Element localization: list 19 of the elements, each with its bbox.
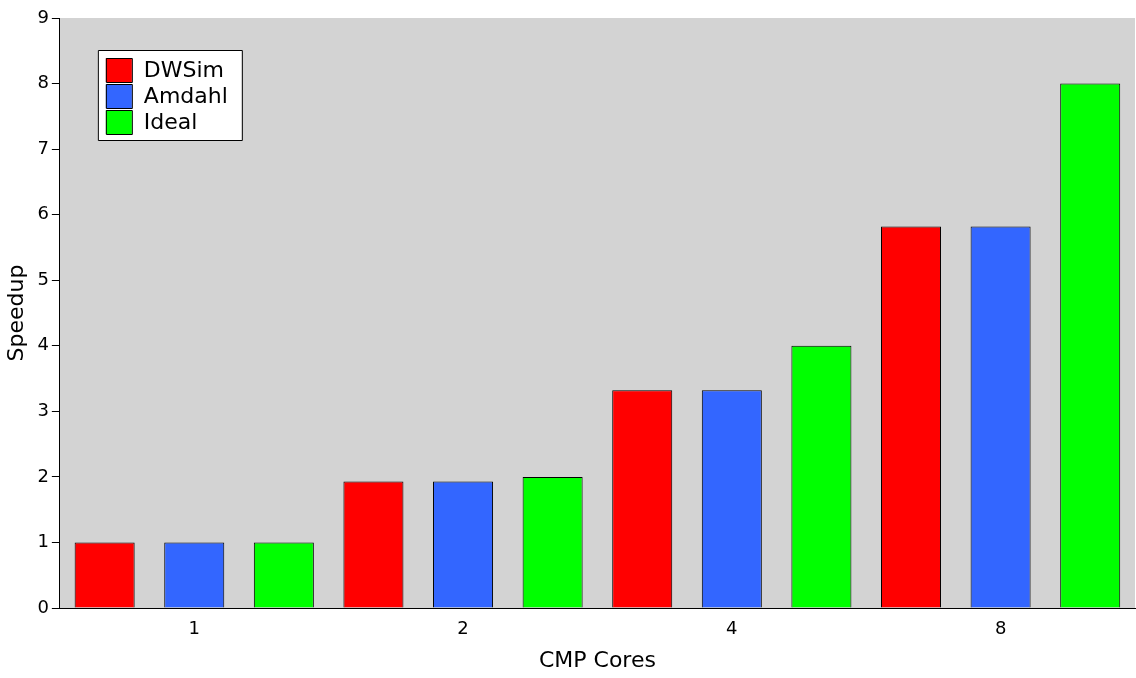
y-tick-label: 9 (37, 5, 49, 27)
y-tick-label: 3 (37, 399, 49, 421)
y-axis-title: Speedup (2, 264, 28, 362)
legend-label: DWSim (143, 56, 225, 82)
y-tick-label: 7 (37, 136, 49, 158)
y-tick-label: 6 (37, 202, 49, 224)
x-tick-label: 4 (726, 617, 738, 639)
x-tick-label: 2 (457, 617, 469, 639)
y-tick-label: 0 (37, 595, 49, 617)
legend-label: Amdahl (143, 82, 228, 108)
y-tick-label: 8 (37, 71, 49, 93)
x-axis-title: CMP Cores (538, 646, 656, 672)
x-tick-label: 8 (994, 617, 1007, 639)
y-tick-label: 1 (37, 530, 49, 552)
y-tick-label: 5 (37, 267, 49, 289)
legend-label: Ideal (143, 108, 198, 134)
x-tick-label: 1 (188, 617, 200, 639)
y-tick-label: 2 (37, 464, 49, 486)
y-tick-label: 4 (37, 333, 49, 355)
